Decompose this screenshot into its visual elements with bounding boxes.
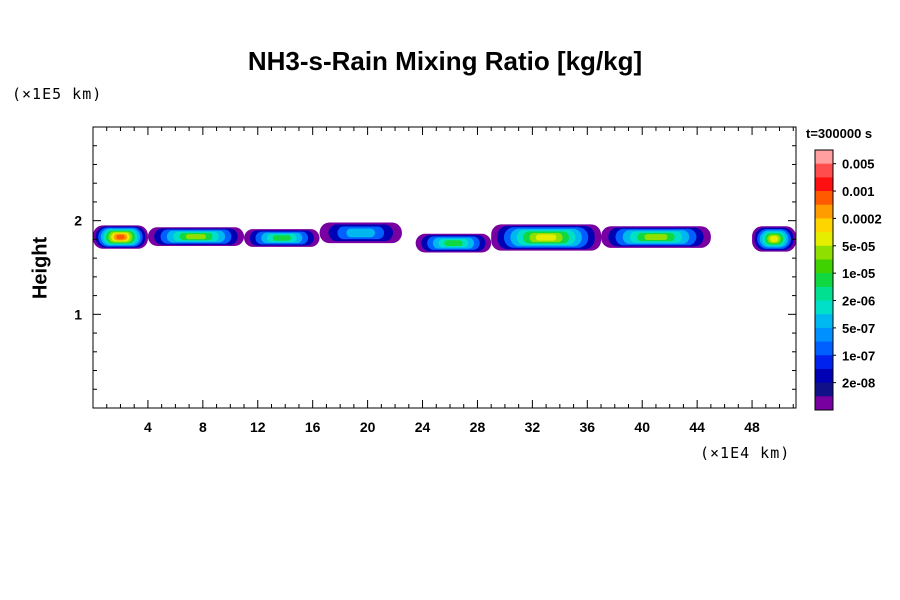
colorbar: 0.005 0.001 0.0002 5e-05 1e-05 2e-06 5e-07 1e-0… <box>814 149 882 411</box>
colorbar-swatch <box>815 300 833 315</box>
colorbar-swatch <box>815 259 833 274</box>
colorbar-label: 2e-08 <box>842 376 875 391</box>
cloud-band <box>491 224 602 251</box>
colorbar-swatch <box>815 396 833 411</box>
y-tick-label: 2 <box>74 213 82 229</box>
x-tick-label: 48 <box>744 419 760 435</box>
colorbar-swatch <box>815 314 833 329</box>
cloud-band <box>244 229 320 247</box>
y-tick-label: 1 <box>74 306 82 322</box>
colorbar-swatch <box>815 232 833 247</box>
colorbar-swatch <box>815 204 833 219</box>
y-axis: 12 <box>74 145 796 390</box>
x-tick-label: 28 <box>470 419 486 435</box>
x-tick-label: 4 <box>144 419 152 435</box>
colorbar-border <box>814 149 834 411</box>
x-scale-label: (×1E4 km) <box>700 444 791 462</box>
cloud-band <box>147 227 245 246</box>
x-tick-label: 44 <box>689 419 705 435</box>
x-tick-label: 36 <box>580 419 596 435</box>
colorbar-label: 1e-05 <box>842 266 875 281</box>
plot-fills <box>93 222 796 253</box>
colorbar-swatch <box>815 163 833 178</box>
cloud-contour <box>444 240 463 247</box>
y-scale-label: (×1E5 km) <box>12 85 103 103</box>
colorbar-swatch <box>815 286 833 302</box>
cloud-contour <box>116 234 125 240</box>
plot-frame <box>92 126 797 409</box>
cloud-band <box>752 226 796 252</box>
x-tick-label: 40 <box>634 419 650 435</box>
colorbar-swatch <box>815 368 833 384</box>
colorbar-swatch <box>815 150 833 165</box>
colorbar-label: 5e-05 <box>842 239 875 254</box>
colorbar-swatch <box>815 273 833 288</box>
colorbar-label: 0.005 <box>842 157 875 172</box>
plot-border <box>92 126 797 409</box>
time-label: t=300000 s <box>806 126 873 141</box>
colorbar-label: 5e-07 <box>842 321 875 336</box>
cloud-band <box>601 226 711 248</box>
cloud-contour <box>185 234 207 240</box>
colorbar-swatch <box>815 327 833 343</box>
cloud-contour <box>272 235 291 241</box>
colorbar-swatch <box>815 355 833 370</box>
cloud-band <box>93 225 148 249</box>
colorbar-swatch <box>815 245 833 260</box>
colorbar-swatch <box>815 341 833 356</box>
x-tick-label: 24 <box>415 419 431 435</box>
cloud-contour <box>346 228 376 238</box>
colorbar-label: 2e-06 <box>842 294 875 309</box>
colorbar-label: 0.0002 <box>842 211 882 226</box>
x-axis: 4 8 12 16 20 24 28 32 36 40 44 48 <box>106 127 794 435</box>
x-tick-label: 32 <box>525 419 541 435</box>
x-tick-label: 12 <box>250 419 266 435</box>
x-tick-label: 16 <box>305 419 321 435</box>
x-tick-label: 20 <box>360 419 376 435</box>
cloud-band <box>319 222 402 244</box>
cloud-contour <box>535 234 557 241</box>
colorbar-label: 0.001 <box>842 184 875 199</box>
colorbar-label: 1e-07 <box>842 348 875 363</box>
cloud-band <box>415 233 492 253</box>
colorbar-swatch <box>815 382 833 397</box>
cloud-contour <box>769 235 779 242</box>
colorbar-swatch <box>815 191 833 206</box>
cloud-contour <box>644 234 668 240</box>
colorbar-swatch <box>815 177 833 192</box>
chart-title: NH3-s-Rain Mixing Ratio [kg/kg] <box>247 46 643 76</box>
x-tick-label: 8 <box>199 419 207 435</box>
colorbar-swatch <box>815 218 833 233</box>
